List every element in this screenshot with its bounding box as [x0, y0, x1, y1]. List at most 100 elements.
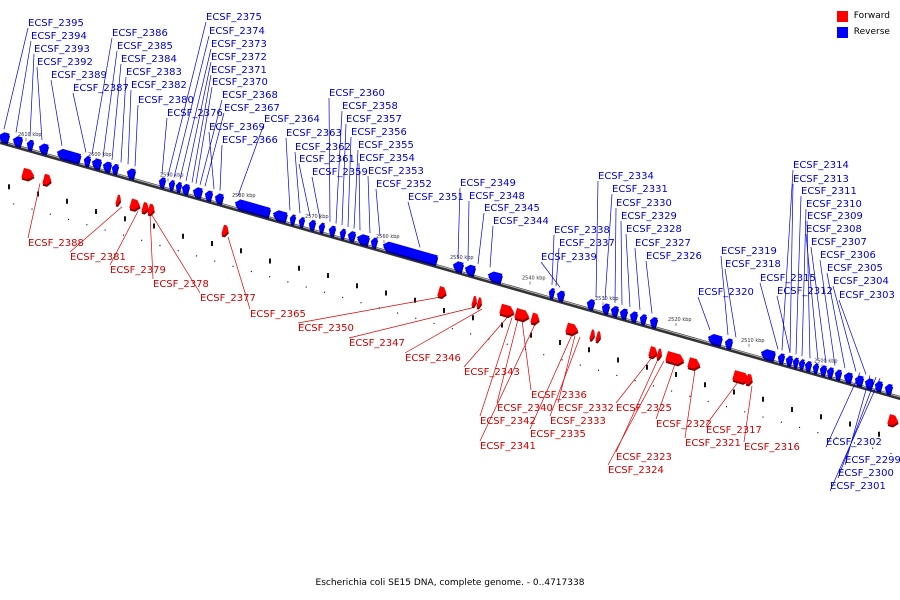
reverse-gene [26, 139, 35, 152]
reverse-gene [834, 369, 843, 382]
gene-label: ECSF_2348 [469, 191, 525, 202]
leader-line [208, 131, 215, 189]
gene-label: ECSF_2335 [530, 429, 586, 440]
reverse-gene [452, 261, 465, 274]
leader-line [151, 215, 201, 294]
leader-line [173, 35, 210, 178]
leader-line [375, 188, 381, 237]
leader-line [237, 123, 265, 196]
leader-line [521, 320, 532, 391]
gene-label: ECSF_2323 [616, 452, 672, 463]
forward-gene [687, 357, 701, 371]
gene-label: ECSF_2376 [167, 108, 223, 119]
strand-mark [501, 322, 503, 328]
svg-text:2510 kbp: 2510 kbp [741, 338, 765, 344]
strand-mark [704, 382, 706, 388]
leader-line [15, 40, 32, 133]
leader-line [837, 377, 877, 479]
leader-line [620, 220, 623, 305]
strand-mark [414, 297, 416, 303]
legend-reverse-label: Reverse [853, 27, 890, 37]
gene-label: ECSF_2374 [209, 26, 265, 37]
reverse-gene [812, 363, 820, 375]
gene-label: ECSF_2315 [760, 273, 816, 284]
reverse-gene [12, 136, 24, 149]
scale-tick: 2510 kbp [741, 338, 765, 347]
reverse-gene [884, 383, 894, 396]
gene-label: ECSF_2392 [37, 57, 93, 68]
reverse-gene [328, 225, 337, 238]
reverse-gene [168, 179, 176, 192]
strand-mark [385, 290, 387, 296]
reverse-gene [111, 163, 120, 176]
leader-line [826, 272, 846, 369]
gene-label: ECSF_2346 [405, 353, 461, 364]
legend-reverse-swatch [836, 26, 848, 38]
leader-line [27, 183, 41, 239]
gene-label: ECSF_2306 [820, 250, 876, 261]
leader-line [457, 187, 461, 259]
strand-mark [443, 308, 445, 314]
strand-mark [124, 216, 126, 222]
gene-label: ECSF_2321 [685, 438, 741, 449]
reverse-gene [289, 214, 297, 226]
forward-gene [221, 224, 229, 238]
legend-forward: Forward [836, 8, 890, 24]
gene-label: ECSF_2308 [806, 224, 862, 235]
gene-label: ECSF_2320 [698, 287, 754, 298]
reverse-gene [204, 190, 214, 203]
gene-label: ECSF_2360 [329, 88, 385, 99]
strand-mark [530, 332, 532, 338]
gene-label: ECSF_2367 [224, 103, 280, 114]
leader-line [684, 369, 696, 439]
leader-line [724, 268, 737, 338]
leader-line [801, 208, 807, 357]
reverse-gene [318, 222, 326, 235]
leader-line [614, 207, 617, 303]
reverse-gene [792, 357, 800, 370]
gene-label: ECSF_2317 [706, 425, 762, 436]
gene-label: ECSF_2356 [351, 127, 407, 138]
scale-tick: 2520 kbp [668, 317, 692, 327]
leader-line [720, 255, 729, 336]
reverse-gene [382, 241, 439, 267]
gene-label: ECSF_2355 [358, 140, 414, 151]
strand-mark [211, 241, 213, 247]
leader-line [825, 372, 861, 448]
gene-label: ECSF_2365 [250, 309, 306, 320]
gene-label: ECSF_2350 [298, 323, 354, 334]
leader-line [625, 233, 631, 308]
leader-line [595, 180, 599, 298]
leader-line [219, 144, 223, 191]
leader-line [348, 306, 476, 339]
reverse-gene [707, 334, 723, 348]
leader-line [463, 316, 509, 368]
strand-mark [588, 347, 590, 353]
reverse-gene [819, 365, 828, 378]
gene-label: ECSF_2319 [721, 246, 777, 257]
gene-label: ECSF_2377 [200, 293, 256, 304]
backbone-line [0, 139, 900, 401]
map-caption: Escherichia coli SE15 DNA, complete geno… [315, 578, 585, 588]
scale-tick: 2560 kbp [376, 234, 400, 243]
leader-line [72, 92, 87, 153]
leader-line [705, 381, 739, 426]
genome-backbone [0, 139, 900, 457]
leader-line [185, 61, 212, 181]
reverse-gene [826, 367, 835, 380]
gene-label: ECSF_2302 [826, 437, 882, 448]
strand-mark [791, 406, 793, 412]
leader-line [127, 89, 132, 165]
reverse-gene [38, 143, 50, 156]
svg-text:2560 kbp: 2560 kbp [376, 234, 400, 240]
leader-line [199, 99, 223, 185]
gene-label: ECSF_2311 [801, 186, 857, 197]
gene-label: ECSF_2361 [299, 154, 355, 165]
gene-label: ECSF_2344 [493, 216, 549, 227]
reverse-gene [91, 158, 103, 171]
gene-label: ECSF_2393 [34, 44, 90, 55]
gene-label: ECSF_2388 [28, 238, 84, 249]
leader-line [781, 169, 794, 351]
leader-line [645, 260, 653, 314]
gene-label: ECSF_2352 [376, 179, 432, 190]
